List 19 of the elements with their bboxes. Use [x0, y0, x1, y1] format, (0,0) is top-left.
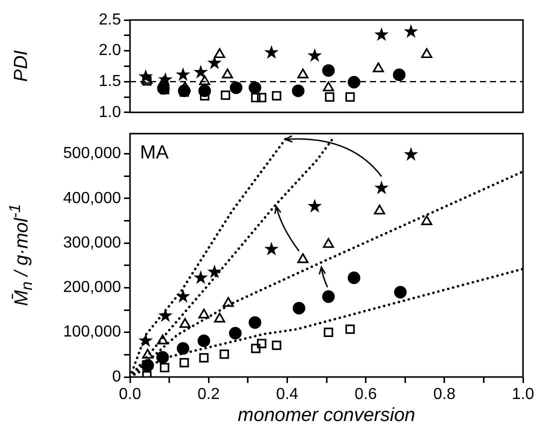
y-tick-label: 0 — [112, 368, 122, 386]
x-tick-label: 0.8 — [433, 386, 456, 404]
x-tick-label: 0.6 — [354, 386, 378, 404]
y-tick-label: 1.5 — [98, 73, 122, 90]
y-tick-label: 500,000 — [63, 145, 122, 162]
y-tick-label: 2.5 — [98, 11, 122, 28]
x-tick-label: 0.0 — [118, 386, 142, 404]
y-tick-label: 300,000 — [63, 234, 122, 252]
x-axis-title: monomer conversion — [238, 404, 416, 426]
x-tick-label: 1.0 — [512, 386, 534, 404]
y-tick-label: 2.0 — [98, 42, 122, 60]
y-tick-label: 100,000 — [63, 324, 122, 341]
y-axis-title: PDI — [11, 50, 33, 82]
x-tick-label: 0.2 — [197, 386, 220, 404]
x-tick-label: 0.4 — [276, 386, 298, 404]
y-tick-label: 200,000 — [63, 279, 122, 296]
y-tick-label: 1.0 — [98, 104, 122, 121]
y-tick-label: 400,000 — [63, 190, 122, 207]
annotation: MA — [140, 142, 169, 164]
